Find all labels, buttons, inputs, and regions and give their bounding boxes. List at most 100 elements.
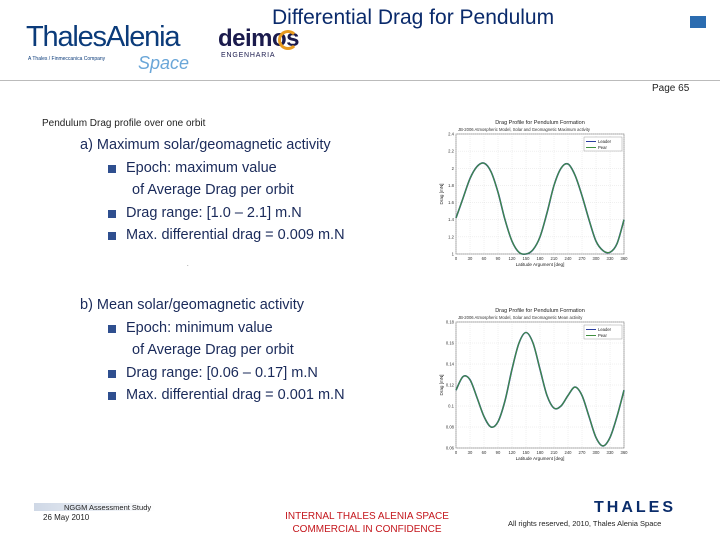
x-axis-label: Latitude Argument [deg] xyxy=(516,456,565,461)
footer-confidential-line2: COMMERCIAL IN CONFIDENCE xyxy=(292,524,442,535)
x-tick-label: 240 xyxy=(565,256,573,261)
square-bullet-icon xyxy=(108,392,116,400)
y-tick-label: 2.4 xyxy=(448,132,454,137)
y-tick-label: 0.14 xyxy=(446,362,455,367)
square-bullet-icon xyxy=(108,232,116,240)
legend-label: Leader xyxy=(598,139,612,144)
x-tick-label: 90 xyxy=(496,450,501,455)
y-tick-label: 0.08 xyxy=(446,425,455,430)
x-axis-label: Latitude Argument [deg] xyxy=(516,262,565,267)
section-a-label: a) Maximum solar/geomagnetic activity xyxy=(80,137,331,153)
bullet-item: Epoch: maximum value xyxy=(80,157,345,180)
square-bullet-icon xyxy=(108,209,116,218)
legend-label: Pear xyxy=(598,333,607,338)
x-tick-label: 270 xyxy=(579,450,587,455)
bullet-text: Epoch: maximum value xyxy=(126,159,277,176)
bullet-item: Max. differential drag = 0.009 m.N xyxy=(80,224,345,247)
logo-thales-alenia-text: ThalesAlenia xyxy=(26,21,180,53)
logo-deimos-subtext: ENGENHARIA xyxy=(221,52,276,59)
y-axis-label: Drag [mN] xyxy=(439,184,444,205)
x-tick-label: 60 xyxy=(482,256,487,261)
x-tick-label: 60 xyxy=(482,450,487,455)
x-tick-label: 0 xyxy=(455,256,458,261)
bullet-item: Drag range: [1.0 – 2.1] m.N xyxy=(80,202,345,225)
bullet-item: Max. differential drag = 0.001 m.N xyxy=(80,384,345,407)
bullet-item: Epoch: minimum value xyxy=(80,317,345,340)
footer-rights: All rights reserved, 2010, Thales Alenia… xyxy=(508,519,662,528)
bullet-text: Epoch: minimum value xyxy=(126,319,273,336)
x-tick-label: 240 xyxy=(565,450,573,455)
y-tick-label: 1.4 xyxy=(448,217,454,222)
header-divider xyxy=(0,80,720,81)
series-line-pear xyxy=(455,331,625,447)
chart-title: Drag Profile for Pendulum Formation xyxy=(495,120,585,126)
y-tick-label: 0.18 xyxy=(446,320,455,325)
x-tick-label: 90 xyxy=(496,256,501,261)
x-tick-label: 300 xyxy=(593,450,601,455)
x-tick-label: 330 xyxy=(607,256,615,261)
y-tick-label: 1 xyxy=(452,252,455,257)
square-bullet-icon xyxy=(108,369,116,378)
square-bullet-icon xyxy=(108,324,116,333)
y-tick-label: 0.1 xyxy=(448,404,454,409)
x-tick-label: 270 xyxy=(579,256,587,261)
x-tick-label: 300 xyxy=(593,256,601,261)
thales-alenia-space-logo: ThalesAlenia A Thales / Finmeccanica Com… xyxy=(26,21,190,73)
square-bullet-icon xyxy=(108,164,116,173)
x-tick-label: 210 xyxy=(551,450,559,455)
stray-dot: . xyxy=(187,262,189,268)
bullet-text: Max. differential drag = 0.009 m.N xyxy=(126,227,345,243)
y-tick-label: 2.2 xyxy=(448,149,454,154)
footer-bar xyxy=(34,503,156,511)
thales-logo: THALES xyxy=(594,499,676,516)
legend-label: Pear xyxy=(598,145,607,150)
bullet-text: Drag range: [0.06 – 0.17] m.N xyxy=(126,364,318,381)
page-number: Page 65 xyxy=(652,83,690,94)
x-tick-label: 360 xyxy=(621,450,629,455)
x-tick-label: 210 xyxy=(551,256,559,261)
chart-svg: Drag Profile for Pendulum FormationJB-20… xyxy=(439,308,629,461)
bullet-continuation: of Average Drag per orbit xyxy=(132,182,294,198)
y-tick-label: 1.6 xyxy=(448,200,454,205)
x-tick-label: 330 xyxy=(607,450,615,455)
x-tick-label: 120 xyxy=(509,450,517,455)
chart-subtitle: JB-2006 Atmospheric Model, Solar and Geo… xyxy=(458,127,591,132)
deimos-logo: deimos ENGENHARIA xyxy=(218,26,318,66)
y-tick-label: 0.06 xyxy=(446,446,455,451)
x-tick-label: 30 xyxy=(468,450,473,455)
section-heading: Pendulum Drag profile over one orbit xyxy=(42,118,206,129)
x-tick-label: 120 xyxy=(509,256,517,261)
series-line-pear xyxy=(455,162,625,255)
y-tick-label: 2 xyxy=(452,166,455,171)
bullet-text: Drag range: [1.0 – 2.1] m.N xyxy=(126,204,302,221)
y-axis-label: Drag [mN] xyxy=(439,375,444,396)
chart-title: Drag Profile for Pendulum Formation xyxy=(495,308,585,314)
bullet-continuation: of Average Drag per orbit xyxy=(132,342,294,358)
chart-subtitle: JB-2006 Atmospheric Model, Solar and Geo… xyxy=(458,315,583,320)
section-b-label: b) Mean solar/geomagnetic activity xyxy=(80,297,305,313)
footer-confidential: INTERNAL THALES ALENIA SPACE COMMERCIAL … xyxy=(256,510,478,536)
x-tick-label: 360 xyxy=(621,256,629,261)
y-tick-label: 1.2 xyxy=(448,234,454,239)
x-tick-label: 0 xyxy=(455,450,458,455)
footer-confidential-line1: INTERNAL THALES ALENIA SPACE xyxy=(285,511,449,522)
drag-chart-mean-activity: Drag Profile for Pendulum Formation JB-20… xyxy=(432,306,632,469)
y-tick-label: 0.12 xyxy=(446,383,455,388)
footer-date: 26 May 2010 xyxy=(43,513,90,522)
drag-chart-max-activity: Drag Profile for Pendulum Formation JB-20… xyxy=(432,118,632,275)
deimos-ring-icon xyxy=(278,30,298,50)
legend-label: Leader xyxy=(598,327,612,332)
footer-study: NGGM Assessment Study xyxy=(64,503,152,512)
chart-svg: Drag Profile for Pendulum FormationJB-20… xyxy=(439,120,629,267)
x-tick-label: 30 xyxy=(468,256,473,261)
bullet-text: Max. differential drag = 0.001 m.N xyxy=(126,387,345,403)
x-tick-label: 150 xyxy=(523,256,531,261)
header-accent-block xyxy=(690,16,706,28)
y-tick-label: 1.8 xyxy=(448,183,454,188)
y-tick-label: 0.16 xyxy=(446,341,455,346)
logo-space-text: Space xyxy=(138,53,190,73)
bullet-item: Drag range: [0.06 – 0.17] m.N xyxy=(80,362,345,385)
section-a: a) Maximum solar/geomagnetic activity Ep… xyxy=(80,134,345,247)
logo-thales-alenia-subtext: A Thales / Finmeccanica Company xyxy=(28,56,106,62)
section-b: b) Mean solar/geomagnetic activity Epoch… xyxy=(80,294,345,407)
